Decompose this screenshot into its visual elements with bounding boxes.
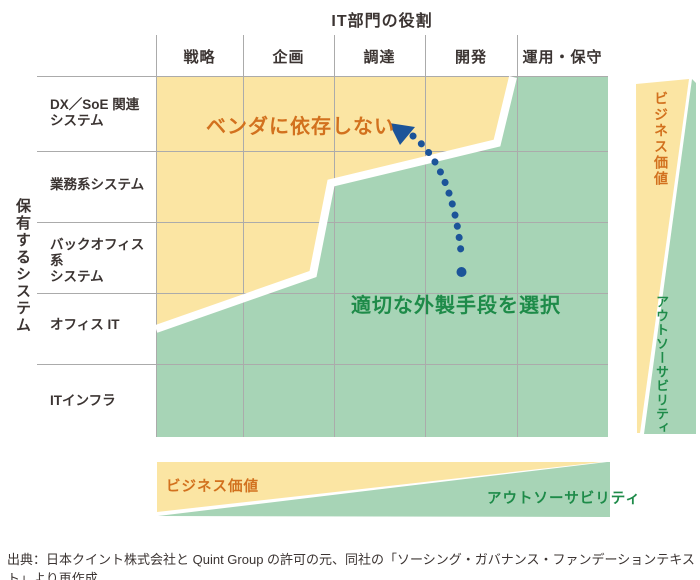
region-boundary (154, 76, 517, 333)
bottom-bar-outsourcability-label: アウトソーサビリティ (487, 491, 641, 507)
right-bar-business-value-wedge (636, 79, 689, 433)
column-header-operation: 運用・保守 (522, 49, 603, 66)
column-header-strategy: 戦略 (183, 49, 216, 66)
diagram-title: IT部門の役割 (331, 13, 433, 30)
column-header-planning: 企画 (272, 49, 305, 66)
column-header-procurement: 調達 (363, 49, 396, 66)
right-bar-outsourcability-wedge (644, 79, 696, 434)
y-axis-title: 保有するシステム (14, 198, 31, 334)
row-label-business: 業務系システム (50, 177, 145, 192)
bottom-bar-outsourcability-wedge (158, 462, 610, 517)
business-value-region (156, 77, 513, 329)
right-bar-outsourcability-label: アウトソーサビリティ (654, 295, 669, 435)
arrow-dotted-path (409, 132, 465, 256)
grid-lines (37, 35, 608, 437)
bottom-bar-business-value-label: ビジネス価値 (166, 479, 259, 495)
row-label-it-infra: ITインフラ (50, 393, 116, 408)
column-header-development: 開発 (454, 49, 487, 66)
row-label-backoffice: バックオフィス系 システム (50, 237, 145, 284)
right-bar-business-value-label: ビジネス価値 (653, 91, 669, 187)
bottom-bar-business-value-wedge (157, 462, 602, 512)
annotation-no-vendor-dependence: ベンダに依存しない (206, 116, 395, 138)
row-label-dx-soe: DX／SoE 関連 システム (50, 97, 140, 128)
row-label-office-it: オフィス IT (50, 317, 120, 332)
arrow-end-dot (456, 267, 467, 277)
arrow-start-triangle-icon (389, 123, 415, 145)
annotation-choose-sourcing: 適切な外製手段を選択 (351, 295, 561, 317)
source-attribution: 出典：日本クイント株式会社と Quint Group の許可の元、同社の「ソーシ… (7, 552, 695, 580)
